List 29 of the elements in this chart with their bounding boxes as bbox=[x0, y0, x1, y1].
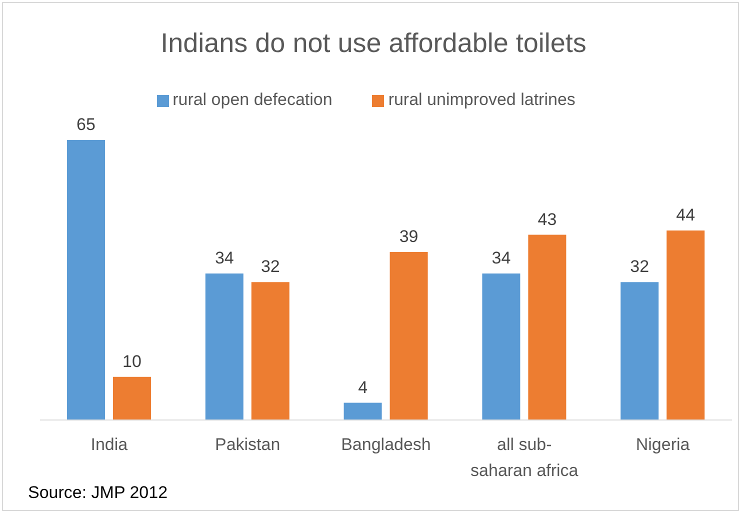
data-label: 65 bbox=[76, 115, 96, 134]
data-label: 39 bbox=[399, 227, 418, 246]
x-tick-label: Bangladesh bbox=[341, 435, 431, 454]
bar bbox=[390, 252, 428, 420]
data-label: 10 bbox=[122, 352, 142, 371]
legend-label: rural unimproved latrines bbox=[388, 90, 576, 109]
data-label: 32 bbox=[630, 257, 650, 276]
bar bbox=[528, 234, 566, 420]
x-tick-label: all sub-saharan africa bbox=[470, 435, 579, 480]
x-tick-label: India bbox=[90, 435, 128, 454]
source-note: Source: JMP 2012 bbox=[28, 483, 168, 503]
chart-title: Indians do not use affordable toilets bbox=[160, 28, 588, 59]
bar bbox=[482, 274, 520, 420]
bar bbox=[666, 230, 705, 420]
bar bbox=[251, 282, 290, 420]
bar bbox=[205, 274, 244, 420]
data-label: 34 bbox=[492, 248, 511, 268]
bar bbox=[67, 140, 105, 420]
x-tick-label: Pakistan bbox=[215, 435, 280, 454]
data-label: 32 bbox=[260, 257, 280, 276]
data-label: 44 bbox=[676, 205, 696, 224]
legend-label: rural open defecation bbox=[172, 90, 332, 109]
bar bbox=[620, 282, 659, 420]
bar bbox=[113, 376, 151, 420]
data-label: 43 bbox=[538, 210, 557, 229]
data-label: 34 bbox=[214, 248, 234, 268]
x-tick-label: Nigeria bbox=[636, 435, 690, 454]
bar bbox=[344, 402, 382, 420]
data-label: 4 bbox=[358, 378, 368, 397]
